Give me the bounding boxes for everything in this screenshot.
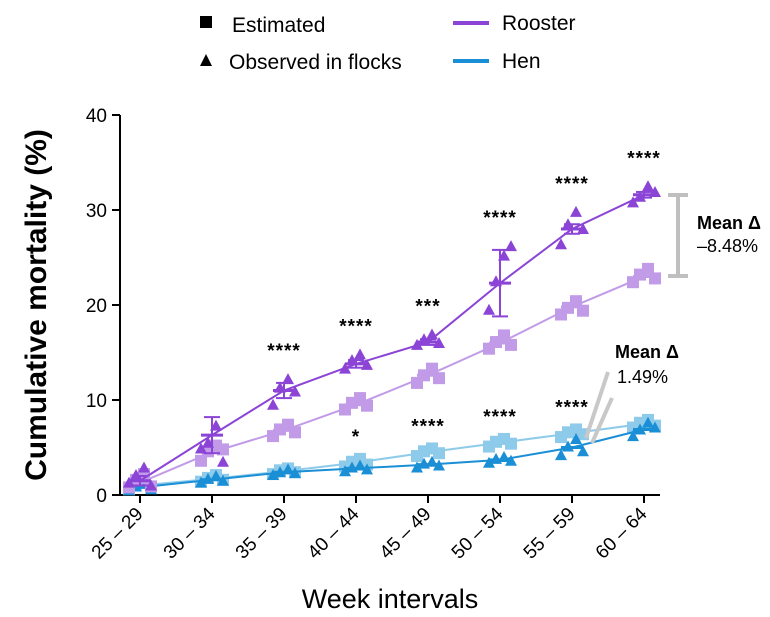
hen-mean-delta-value: 1.49% xyxy=(617,367,668,387)
rooster-mean-delta-bracket: Mean Δ –8.48% xyxy=(668,193,761,278)
y-ticks: 0 10 20 30 40 xyxy=(86,106,120,507)
legend-hen-label: Hen xyxy=(502,50,541,73)
y-tick-label: 0 xyxy=(96,486,107,507)
x-tick-label: 40 – 44 xyxy=(304,503,364,563)
significance-hen: **** xyxy=(411,416,445,437)
significance-rooster: **** xyxy=(627,148,661,169)
data-point-triangle xyxy=(570,205,582,217)
data-point-triangle xyxy=(411,338,423,350)
data-point-triangle xyxy=(210,470,222,481)
legend-triangle-marker xyxy=(200,54,212,66)
legend-estimated-label: Estimated xyxy=(232,14,325,37)
rooster-mean-delta-label: Mean Δ xyxy=(697,213,761,233)
x-tick-label: 55 – 59 xyxy=(520,504,580,564)
y-tick-label: 10 xyxy=(86,391,107,412)
data-point-triangle xyxy=(577,445,589,457)
data-point-triangle xyxy=(145,479,157,491)
data-point-triangle xyxy=(627,430,639,442)
data-point-triangle xyxy=(267,469,279,481)
data-point-triangle xyxy=(555,238,567,250)
data-point-triangle xyxy=(627,196,639,208)
data-point-triangle xyxy=(217,455,229,467)
data-point-triangle xyxy=(555,449,567,461)
x-tick-label: 30 – 34 xyxy=(160,503,220,563)
y-axis-title: Cumulative mortality (%) xyxy=(20,129,53,481)
hen-mean-delta-label: Mean Δ xyxy=(615,342,679,362)
data-point-triangle xyxy=(267,398,279,410)
x-ticks: 25 – 29 30 – 34 35 – 39 40 – 44 45 – 49 50 – … xyxy=(88,495,652,563)
significance-rooster: **** xyxy=(339,316,373,337)
series-rooster-est xyxy=(123,262,661,494)
data-point-triangle xyxy=(483,456,495,468)
significance-hen: **** xyxy=(555,397,589,418)
data-point-triangle xyxy=(483,303,495,315)
x-tick-label: 50 – 54 xyxy=(448,503,508,563)
significance-rooster: **** xyxy=(267,341,301,362)
data-point-square xyxy=(289,426,301,439)
legend-rooster-label: Rooster xyxy=(502,12,576,35)
y-tick-label: 30 xyxy=(86,201,107,222)
significance-rooster: **** xyxy=(555,174,589,195)
x-tick-label: 60 – 64 xyxy=(592,503,652,563)
legend: Estimated Observed in flocks Rooster Hen xyxy=(200,12,576,74)
significance-layer: ************************ **** **** **** xyxy=(267,148,661,448)
data-point-triangle xyxy=(642,180,654,192)
x-axis-title: Week intervals xyxy=(302,584,479,614)
significance-rooster: *** xyxy=(415,296,440,317)
series-line xyxy=(139,193,645,482)
legend-observed-label: Observed in flocks xyxy=(229,51,402,74)
y-tick-label: 40 xyxy=(86,106,107,127)
callout-line-2 xyxy=(590,397,614,444)
data-point-triangle xyxy=(138,461,150,473)
x-tick-label: 25 – 29 xyxy=(88,504,148,564)
data-point-triangle xyxy=(505,240,517,252)
data-point-triangle xyxy=(411,461,423,473)
data-point-triangle xyxy=(339,362,351,374)
hen-mean-delta-callout: Mean Δ 1.49% xyxy=(584,342,679,444)
data-point-square xyxy=(570,295,582,308)
rooster-mean-delta-value: –8.48% xyxy=(697,236,758,256)
x-tick-label: 45 – 49 xyxy=(376,504,436,564)
data-point-triangle xyxy=(195,442,207,454)
data-point-square xyxy=(505,338,517,351)
data-point-square xyxy=(195,454,207,467)
data-point-triangle xyxy=(426,328,438,340)
callout-line-1 xyxy=(584,371,610,439)
significance-hen: **** xyxy=(483,407,517,428)
data-point-triangle xyxy=(282,373,294,385)
series-rooster-obs xyxy=(123,180,661,491)
legend-square-marker xyxy=(200,16,212,28)
data-point-triangle xyxy=(354,348,366,360)
data-point-square xyxy=(649,272,661,285)
significance-hen: * xyxy=(352,427,360,448)
data-point-triangle xyxy=(339,465,351,477)
series-layer xyxy=(123,180,661,496)
y-tick-label: 20 xyxy=(86,296,107,317)
data-point-triangle xyxy=(642,416,654,428)
data-point-square xyxy=(426,362,438,375)
x-tick-label: 35 – 39 xyxy=(232,504,292,564)
data-point-square xyxy=(498,329,510,342)
data-point-square xyxy=(642,262,654,275)
data-point-triangle xyxy=(195,476,207,488)
significance-rooster: **** xyxy=(483,208,517,229)
data-point-triangle xyxy=(570,432,582,444)
